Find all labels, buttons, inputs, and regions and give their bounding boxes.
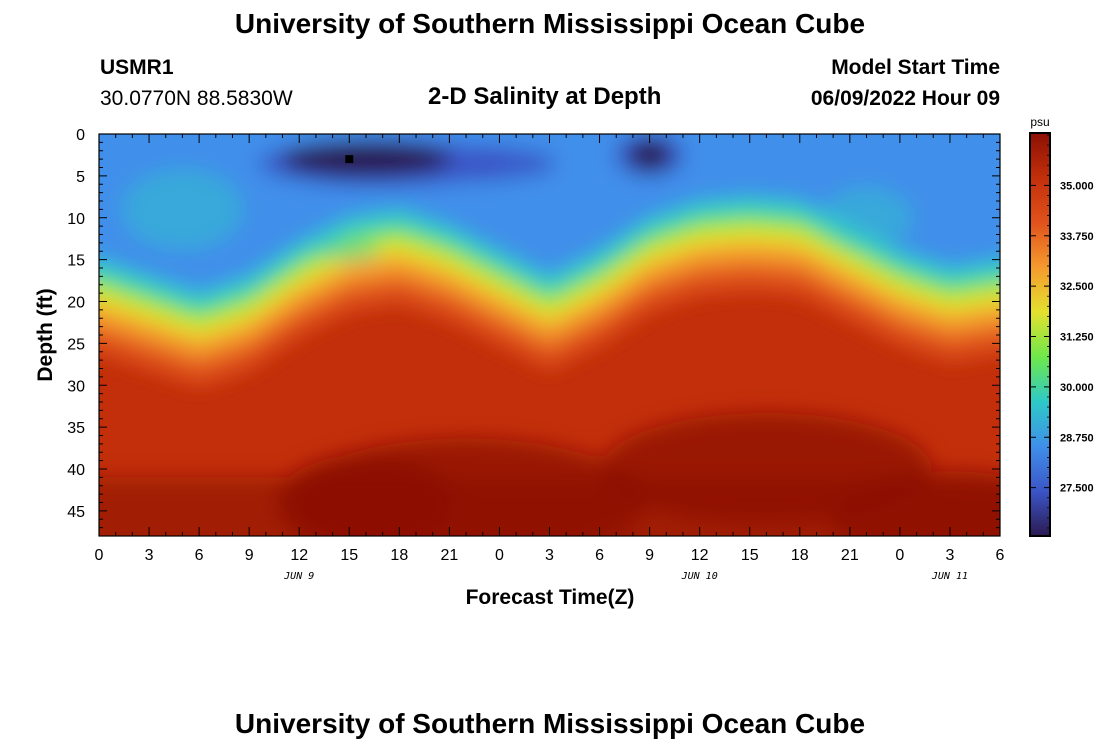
y-tick-label: 25: [67, 336, 85, 353]
y-tick-label: 15: [67, 253, 85, 270]
x-tick-label: 6: [195, 547, 204, 564]
model-start-label: Model Start Time: [831, 56, 1000, 79]
x-tick-label: 3: [545, 547, 554, 564]
station-id: USMR1: [100, 56, 174, 79]
y-tick-label: 0: [76, 127, 85, 144]
model-start-value: 06/09/2022 Hour 09: [810, 87, 1000, 110]
colorbar-tick-label: 31.250: [1060, 332, 1094, 344]
x-tick-label: 3: [945, 547, 954, 564]
y-tick-label: 40: [67, 462, 85, 479]
y-tick-label: 10: [67, 211, 85, 228]
colorbar-tick-label: 32.500: [1060, 281, 1094, 293]
x-tick-label: 0: [95, 547, 104, 564]
footer-title: University of Southern Mississippi Ocean…: [234, 708, 866, 739]
x-tick-label: 18: [390, 547, 408, 564]
colorbar-tick-label: 35.000: [1060, 180, 1094, 192]
x-tick-label: 6: [595, 547, 604, 564]
x-tick-label: 18: [791, 547, 809, 564]
x-tick-label: 6: [996, 547, 1005, 564]
x-tick-label: 12: [290, 547, 308, 564]
date-label: JUN 10: [681, 571, 718, 582]
colorbar-tick-label: 27.500: [1060, 483, 1094, 495]
x-tick-label: 21: [440, 547, 458, 564]
x-tick-label: 0: [495, 547, 504, 564]
x-tick-label: 3: [145, 547, 154, 564]
colorbar-gradient: [1029, 132, 1051, 537]
colorbar: 35.000 33.750 32.500 31.250 30.000 28.750 27.5…: [1029, 132, 1094, 537]
y-tick-label: 20: [67, 295, 85, 312]
colorbar-tick-label: 28.750: [1060, 432, 1094, 444]
colorbar-tick-label: 33.750: [1060, 231, 1094, 243]
x-tick-label: 9: [645, 547, 654, 564]
station-coordinates: 30.0770N 88.5830W: [100, 87, 293, 110]
y-tick-label: 35: [67, 420, 85, 437]
colorbar-unit: psu: [1030, 115, 1049, 129]
x-tick-label: 0: [895, 547, 904, 564]
plot-title: 2-D Salinity at Depth: [428, 83, 662, 110]
y-tick-label: 5: [76, 169, 85, 186]
page-title: University of Southern Mississippi Ocean…: [234, 8, 866, 39]
x-tick-label: 21: [841, 547, 859, 564]
y-tick-label: 30: [67, 378, 85, 395]
x-tick-label: 15: [741, 547, 759, 564]
date-label: JUN 9: [283, 571, 314, 582]
x-tick-label: 15: [340, 547, 358, 564]
x-tick-label: 12: [691, 547, 709, 564]
station-marker: [345, 155, 354, 164]
colorbar-tick-label: 30.000: [1060, 382, 1094, 394]
heatmap-cells: [99, 134, 1000, 536]
heatmap-area: [99, 134, 1000, 536]
x-axis-title: Forecast Time(Z): [466, 586, 635, 609]
y-tick-label: 45: [67, 504, 85, 521]
y-axis-title: Depth (ft): [34, 288, 57, 381]
x-tick-label: 9: [245, 547, 254, 564]
date-label: JUN 11: [931, 571, 968, 582]
